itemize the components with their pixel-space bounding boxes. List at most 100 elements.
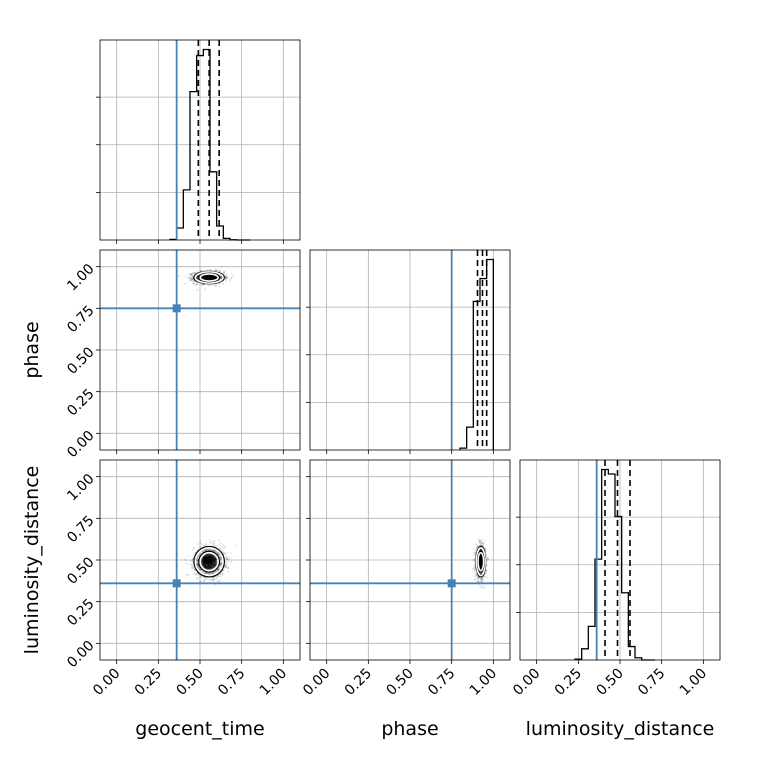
- hist-panel-geocent_time: [96, 39, 301, 244]
- scatter-point: [476, 580, 479, 583]
- scatter-point: [480, 578, 482, 580]
- scatter-point: [212, 549, 215, 552]
- scatter-point: [227, 570, 230, 573]
- scatter-point: [197, 563, 199, 566]
- scatter-point: [214, 570, 217, 573]
- scatter-point: [192, 566, 195, 569]
- scatter-point: [208, 572, 211, 575]
- scatter-point: [216, 580, 219, 583]
- scatter-point: [479, 584, 481, 587]
- scatter-point: [484, 539, 486, 542]
- scatter-point: [486, 558, 488, 561]
- scatter-point: [184, 557, 187, 560]
- scatter-point: [229, 280, 232, 282]
- scatter-point: [196, 556, 199, 559]
- x-tick-label: 0.50: [173, 666, 206, 699]
- scatter-point: [481, 542, 484, 545]
- panel-frame: [309, 249, 511, 451]
- scatter-point: [205, 572, 208, 575]
- scatter-point: [205, 544, 208, 547]
- scatter-point: [218, 567, 220, 570]
- scatter-point: [190, 560, 192, 562]
- x-axis-label-geocent_time: geocent_time: [135, 718, 264, 740]
- scatter-point: [473, 553, 476, 556]
- scatter-point: [201, 543, 204, 545]
- scatter-point: [187, 277, 190, 280]
- scatter-point: [483, 586, 486, 589]
- scatter-point: [487, 558, 489, 560]
- scatter-point: [204, 542, 207, 545]
- scatter-point: [473, 565, 476, 568]
- scatter-point: [225, 561, 228, 564]
- scatter-point: [212, 572, 215, 575]
- scatter-point: [191, 277, 194, 280]
- scatter-point: [479, 572, 482, 575]
- scatter-point: [196, 289, 199, 291]
- x-tick-label: 0.00: [90, 666, 123, 699]
- scatter-point: [211, 578, 214, 580]
- scatter-point: [226, 552, 229, 554]
- scatter-point: [224, 276, 227, 279]
- scatter-point: [202, 579, 205, 582]
- scatter-point: [223, 271, 226, 274]
- x-tick-label: 1.00: [257, 666, 290, 699]
- scatter-point: [192, 282, 195, 285]
- y-tick-label: 0.75: [64, 303, 97, 336]
- scatter-point: [191, 278, 194, 281]
- x-tick-label: 0.25: [552, 666, 585, 699]
- scatter-point: [224, 566, 227, 568]
- scatter-point: [206, 548, 209, 551]
- scatter-point: [192, 271, 195, 274]
- density-core: [203, 275, 213, 279]
- scatter-point: [208, 548, 211, 551]
- scatter-point: [479, 549, 482, 552]
- scatter-point: [480, 549, 483, 552]
- scatter-point: [194, 281, 197, 284]
- scatter-point: [189, 563, 192, 566]
- scatter-point: [189, 279, 192, 282]
- scatter-point: [205, 548, 208, 551]
- scatter-point: [217, 580, 220, 583]
- scatter-points: [471, 538, 490, 589]
- scatter-point: [477, 577, 480, 580]
- scatter-point: [196, 283, 199, 286]
- scatter-point: [227, 558, 230, 561]
- scatter-point: [218, 538, 220, 541]
- scatter-point: [188, 277, 191, 279]
- scatter-point: [471, 571, 474, 574]
- scatter-point: [229, 556, 231, 559]
- scatter-point: [199, 569, 202, 571]
- scatter-point: [202, 571, 204, 574]
- scatter-point: [214, 545, 217, 547]
- scatter-point: [200, 576, 203, 578]
- scatter-point: [195, 573, 198, 576]
- scatter-point: [216, 576, 218, 579]
- scatter-point: [189, 276, 192, 279]
- contour-outer-halo: [194, 271, 224, 284]
- scatter-point: [191, 272, 193, 275]
- scatter-point: [225, 558, 228, 560]
- scatter-point: [225, 563, 228, 566]
- scatter-point: [196, 563, 199, 566]
- scatter-point: [204, 549, 207, 552]
- scatter-point: [222, 552, 225, 554]
- scatter-point: [217, 568, 219, 571]
- scatter-point: [203, 544, 206, 547]
- scatter-point: [218, 285, 221, 288]
- scatter-point: [212, 571, 215, 574]
- scatter-point: [196, 565, 199, 567]
- scatter-point: [211, 577, 214, 579]
- scatter-point: [206, 548, 208, 551]
- scatter-point: [220, 547, 223, 549]
- panel-frame: [99, 249, 301, 451]
- scatter-point: [220, 277, 223, 280]
- scatter-point: [205, 578, 207, 581]
- scatter-point: [475, 548, 478, 551]
- scatter-point: [212, 579, 215, 582]
- scatter-point: [475, 574, 478, 577]
- scatter-point: [224, 277, 227, 280]
- scatter-point: [475, 545, 478, 548]
- scatter-point: [220, 276, 223, 278]
- scatter-point: [477, 576, 480, 579]
- scatter-point: [219, 564, 222, 567]
